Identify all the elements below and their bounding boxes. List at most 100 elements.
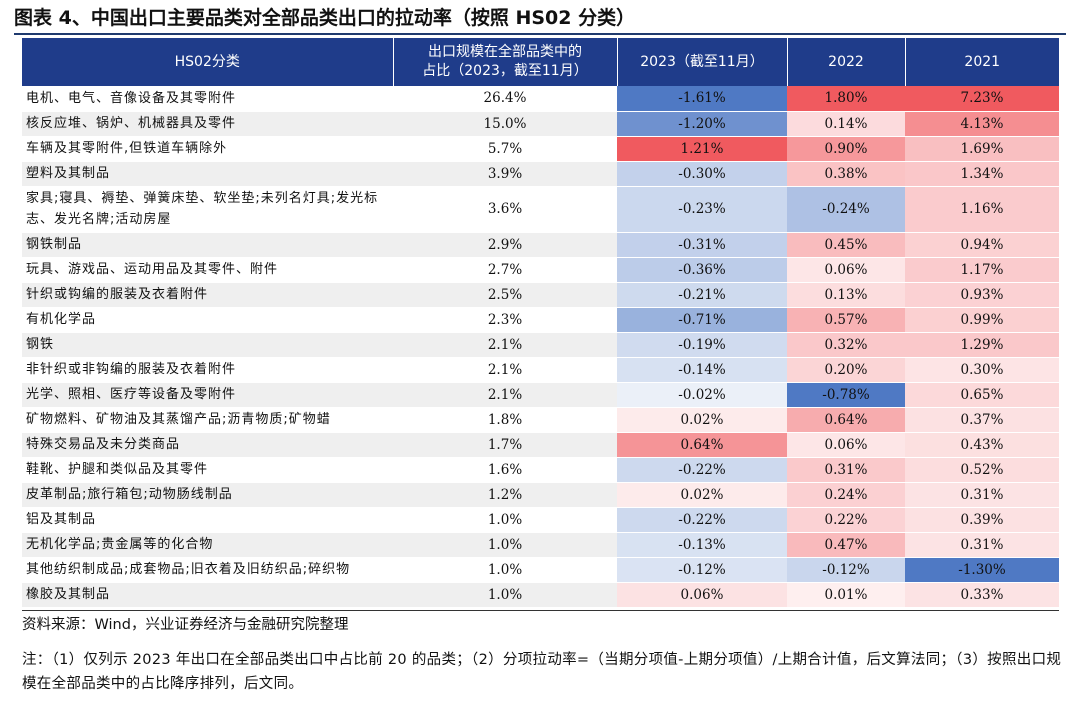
table-row: 铝及其制品 1.0% -0.22% 0.22% 0.39% [22,507,1059,533]
rate-2021-cell: 0.43% [905,432,1059,458]
rate-2022-cell: 0.32% [787,332,905,358]
share-cell: 2.1% [393,332,617,358]
rate-2022-cell: 0.90% [787,136,905,162]
table-row: 塑料及其制品 3.9% -0.30% 0.38% 1.34% [22,161,1059,187]
rate-2021-cell: 1.69% [905,136,1059,162]
rate-2021-cell: 1.17% [905,257,1059,283]
rate-2023-cell: -0.13% [617,532,787,558]
header-share-line2: 占比（2023，截至11月） [422,63,588,79]
rate-2021-cell: 1.34% [905,161,1059,187]
category-cell: 皮革制品;旅行箱包;动物肠线制品 [22,482,393,508]
rate-2021-cell: 0.33% [905,582,1059,608]
rate-2021-cell: 1.29% [905,332,1059,358]
header-share-line1: 出口规模在全部品类中的 [428,44,582,60]
rate-2022-cell: -0.12% [787,557,905,583]
rate-2021-cell: 4.13% [905,111,1059,137]
rate-2022-cell: 0.06% [787,432,905,458]
rate-2023-cell: -0.12% [617,557,787,583]
category-cell: 无机化学品;贵金属等的化合物 [22,532,393,558]
table-row: 玩具、游戏品、运动用品及其零件、附件 2.7% -0.36% 0.06% 1.17% [22,257,1059,283]
share-cell: 26.4% [393,86,617,112]
rate-2023-cell: -0.36% [617,257,787,283]
share-cell: 2.5% [393,282,617,308]
share-cell: 2.7% [393,257,617,283]
share-cell: 1.6% [393,457,617,483]
header-row: HS02分类 出口规模在全部品类中的 占比（2023，截至11月） 2023（截… [22,38,1059,86]
rate-2022-cell: 0.45% [787,232,905,258]
rate-2021-cell: 7.23% [905,86,1059,112]
rate-2023-cell: -0.19% [617,332,787,358]
category-cell: 矿物燃料、矿物油及其蒸馏产品;沥青物质;矿物蜡 [22,407,393,433]
share-cell: 2.1% [393,357,617,383]
category-cell: 钢铁 [22,332,393,358]
category-cell: 有机化学品 [22,307,393,333]
rate-2023-cell: -0.30% [617,161,787,187]
rate-2022-cell: 0.31% [787,457,905,483]
rate-2021-cell: 0.39% [905,507,1059,533]
category-cell: 核反应堆、锅炉、机械器具及零件 [22,111,393,137]
rate-2023-cell: -0.22% [617,507,787,533]
category-cell: 车辆及其零附件,但铁道车辆除外 [22,136,393,162]
table-row: 车辆及其零附件,但铁道车辆除外 5.7% 1.21% 0.90% 1.69% [22,136,1059,162]
category-cell: 钢铁制品 [22,232,393,258]
table-row: 其他纺织制成品;成套物品;旧衣着及旧纺织品;碎织物 1.0% -0.12% -0.12… [22,557,1059,583]
category-cell: 玩具、游戏品、运动用品及其零件、附件 [22,257,393,283]
rate-2022-cell: 0.38% [787,161,905,187]
rate-2021-cell: 0.94% [905,232,1059,258]
category-cell: 针织或钩编的服装及衣着附件 [22,282,393,308]
rate-2022-cell: 1.80% [787,86,905,112]
rate-2023-cell: -1.20% [617,111,787,137]
table-row: 皮革制品;旅行箱包;动物肠线制品 1.2% 0.02% 0.24% 0.31% [22,482,1059,508]
rate-2022-cell: 0.64% [787,407,905,433]
rate-2021-cell: 0.31% [905,482,1059,508]
rate-2022-cell: 0.47% [787,532,905,558]
share-cell: 2.9% [393,232,617,258]
rate-2023-cell: -0.31% [617,232,787,258]
header-2022: 2022 [787,38,906,86]
table-row: 橡胶及其制品 1.0% 0.06% 0.01% 0.33% [22,582,1059,608]
rate-2023-cell: -0.22% [617,457,787,483]
rate-2023-cell: 1.21% [617,136,787,162]
table-row: 有机化学品 2.3% -0.71% 0.57% 0.99% [22,307,1059,333]
share-cell: 15.0% [393,111,617,137]
table-row: 特殊交易品及未分类商品 1.7% 0.64% 0.06% 0.43% [22,432,1059,458]
category-cell: 光学、照相、医疗等设备及零附件 [22,382,393,408]
category-cell: 塑料及其制品 [22,161,393,187]
header-share: 出口规模在全部品类中的 占比（2023，截至11月） [393,38,618,86]
rate-2023-cell: 0.02% [617,407,787,433]
table-row: 矿物燃料、矿物油及其蒸馏产品;沥青物质;矿物蜡 1.8% 0.02% 0.64% 0.3… [22,407,1059,433]
table-row: 钢铁 2.1% -0.19% 0.32% 1.29% [22,332,1059,358]
share-cell: 2.1% [393,382,617,408]
share-cell: 3.6% [393,186,617,233]
rate-2023-cell: -0.71% [617,307,787,333]
header-2021: 2021 [905,38,1059,86]
source-line: 资料来源：Wind，兴业证券经济与金融研究院整理 [22,617,349,633]
category-cell: 其他纺织制成品;成套物品;旧衣着及旧纺织品;碎织物 [22,557,393,583]
share-cell: 3.9% [393,161,617,187]
rate-2022-cell: 0.01% [787,582,905,608]
rate-2023-cell: -0.14% [617,357,787,383]
category-cell: 橡胶及其制品 [22,582,393,608]
rate-2022-cell: 0.20% [787,357,905,383]
table-row: 非针织或非钩编的服装及衣着附件 2.1% -0.14% 0.20% 0.30% [22,357,1059,383]
rate-2022-cell: 0.06% [787,257,905,283]
rate-2022-cell: 0.24% [787,482,905,508]
rate-2022-cell: 0.13% [787,282,905,308]
rate-2022-cell: 0.14% [787,111,905,137]
share-cell: 1.0% [393,582,617,608]
rate-2023-cell: -0.21% [617,282,787,308]
rate-2022-cell: 0.22% [787,507,905,533]
share-cell: 2.3% [393,307,617,333]
table-row: 光学、照相、医疗等设备及零附件 2.1% -0.02% -0.78% 0.65% [22,382,1059,408]
category-cell: 家具;寝具、褥垫、弹簧床垫、软坐垫;未列名灯具;发光标志、发光名牌;活动房屋 [22,186,393,233]
share-cell: 1.0% [393,557,617,583]
table-body: 电机、电气、音像设备及其零附件 26.4% -1.61% 1.80% 7.23% 核反应堆… [22,86,1059,608]
report-title: 图表 4、中国出口主要品类对全部品类出口的拉动率（按照 HS02 分类） [14,7,636,29]
table-row: 针织或钩编的服装及衣着附件 2.5% -0.21% 0.13% 0.93% [22,282,1059,308]
contribution-table: HS02分类 出口规模在全部品类中的 占比（2023，截至11月） 2023（截… [22,38,1059,608]
rate-2021-cell: 1.16% [905,186,1059,233]
rate-2021-cell: 0.31% [905,532,1059,558]
rate-2021-cell: 0.52% [905,457,1059,483]
rate-2023-cell: -0.23% [617,186,787,233]
table-row: 无机化学品;贵金属等的化合物 1.0% -0.13% 0.47% 0.31% [22,532,1059,558]
